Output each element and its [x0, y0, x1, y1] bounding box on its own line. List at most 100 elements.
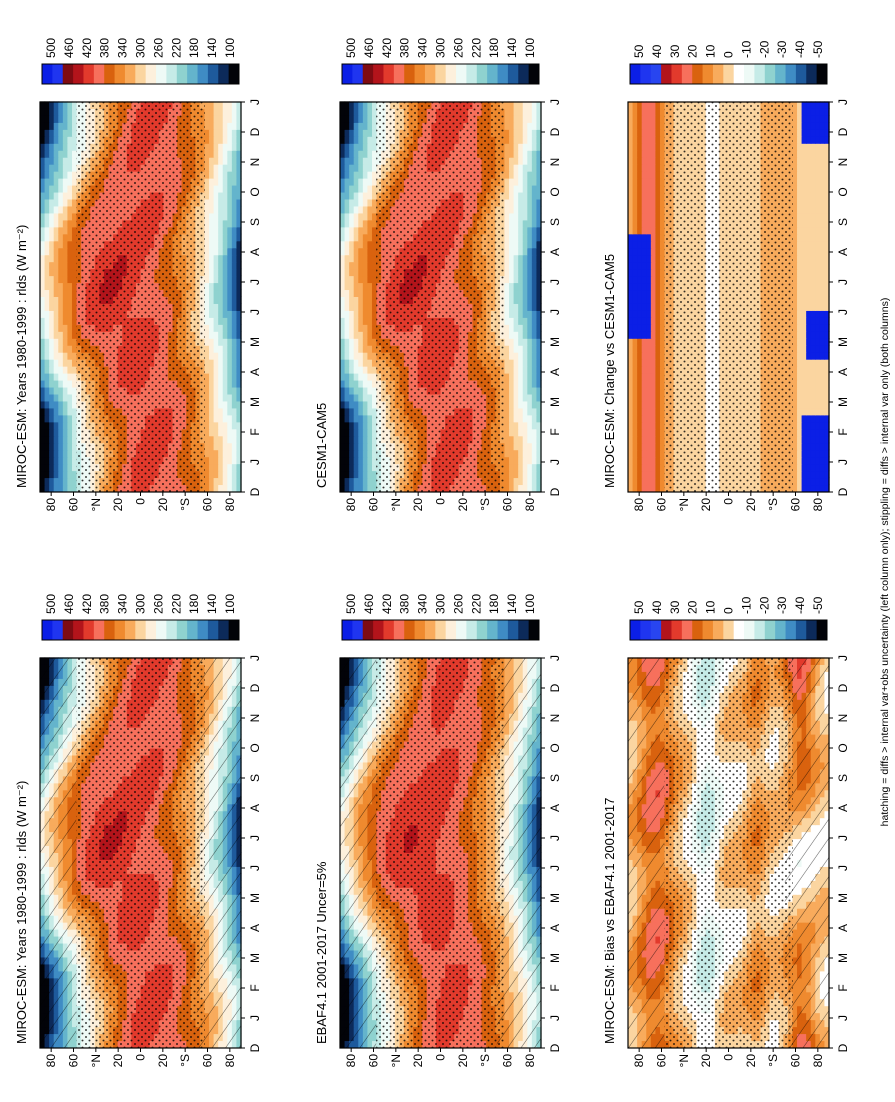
heatmap-cell [40, 359, 46, 367]
month-label: D [248, 1043, 262, 1052]
heatmap-cell [62, 449, 69, 458]
heatmap-cell [67, 240, 73, 249]
heatmap-cell [231, 379, 238, 388]
heatmap-cell [227, 345, 233, 353]
heatmap-cell [218, 449, 224, 458]
heatmap-cell [209, 247, 215, 256]
heatmap-cell [222, 184, 228, 193]
heatmap-cell [218, 108, 224, 116]
heatmap-cell [213, 463, 219, 472]
heatmap-cell [213, 352, 219, 360]
heatmap-cell [40, 345, 46, 353]
month-label: J [248, 1015, 262, 1021]
heatmap-cell [204, 379, 210, 388]
heatmap-cell [209, 275, 215, 284]
heatmap-cell [231, 428, 238, 437]
heatmap-cell [218, 205, 224, 214]
heatmap-cell [58, 435, 64, 444]
heatmap-cell [62, 428, 69, 437]
heatmap-cell [204, 296, 210, 304]
heatmap-cell [213, 178, 219, 186]
heatmap-cell [209, 331, 215, 339]
heatmap-cell [213, 289, 219, 297]
colorbar-label: 220 [169, 594, 183, 614]
heatmap-cell [40, 212, 46, 221]
heatmap-cell [44, 345, 50, 353]
heatmap-cell [227, 254, 233, 263]
heatmap-cell [49, 171, 55, 179]
heatmap-cell [40, 373, 46, 381]
heatmap-cell [58, 407, 64, 416]
heatmap-cell [49, 240, 55, 249]
heatmap-cell [58, 261, 64, 270]
heatmap-cell [44, 212, 50, 221]
heatmap-cell [204, 143, 210, 151]
panel-p1: MIROC-ESM: Years 1980-1999 : rlds (W m⁻²… [14, 594, 262, 1068]
heatmap-cell [53, 324, 59, 332]
heatmap-cell [213, 359, 219, 367]
heatmap-cell [222, 261, 228, 270]
heatmap-cell [213, 122, 219, 130]
heatmap-cell [44, 386, 50, 395]
heatmap-cell [49, 184, 55, 193]
heatmap-cell [227, 129, 233, 137]
heatmap-cell [67, 191, 73, 200]
heatmap-cell [49, 191, 55, 200]
heatmap-cell [40, 198, 46, 207]
heatmap-cell [227, 456, 233, 465]
heatmap-cell [231, 150, 238, 158]
lat-label: 60 [67, 1054, 81, 1068]
heatmap-cell [58, 477, 64, 486]
month-label: S [248, 774, 262, 782]
heatmap-cell [53, 345, 59, 353]
heatmap-cell [58, 254, 64, 263]
heatmap-cell [204, 428, 210, 437]
heatmap-cell [222, 366, 228, 374]
heatmap-cell [222, 254, 228, 263]
heatmap-cell [44, 449, 50, 458]
heatmap-cell [58, 198, 64, 207]
heatmap-cell [218, 240, 224, 249]
heatmap-cell [209, 463, 215, 472]
heatmap-cell [62, 157, 69, 165]
heatmap-cell [62, 219, 69, 228]
heatmap-cell [58, 143, 64, 151]
heatmap-cell [44, 143, 50, 151]
heatmap-cell [231, 191, 238, 200]
lat-label: °N [89, 1054, 103, 1067]
heatmap-cell [58, 171, 64, 179]
lat-label: 80 [223, 1054, 237, 1068]
heatmap-cell [44, 400, 50, 409]
heatmap-cell [67, 247, 73, 256]
heatmap-cell [222, 226, 228, 235]
heatmap-cell [58, 442, 64, 451]
heatmap-cell [213, 205, 219, 214]
heatmap-cell [213, 275, 219, 284]
heatmap-cell [213, 379, 219, 388]
heatmap-cell [209, 289, 215, 297]
heatmap-cell [231, 164, 238, 172]
heatmap-cell [231, 129, 238, 137]
heatmap-cell [53, 157, 59, 165]
lat-label: 80 [44, 1054, 58, 1068]
heatmap-cell [40, 233, 46, 242]
heatmap-cell [40, 338, 46, 346]
heatmap-cell [213, 226, 219, 235]
heatmap-cell [222, 233, 228, 242]
heatmap-cell [62, 129, 69, 137]
heatmap-cell [231, 115, 238, 123]
heatmap-cell [67, 463, 73, 472]
heatmap-cell [204, 359, 210, 367]
colorbar-label: 460 [62, 594, 76, 614]
heatmap-cell [209, 178, 215, 186]
heatmap-cell [218, 345, 224, 353]
heatmap-cell [204, 456, 210, 465]
heatmap-cell [67, 184, 73, 193]
heatmap-cell [58, 178, 64, 186]
heatmap-cell [218, 310, 224, 318]
heatmap-cell [209, 212, 215, 221]
heatmap-cell [49, 233, 55, 242]
heatmap-cell [231, 435, 238, 444]
heatmap-cell [58, 352, 64, 360]
heatmap-cell [222, 449, 228, 458]
